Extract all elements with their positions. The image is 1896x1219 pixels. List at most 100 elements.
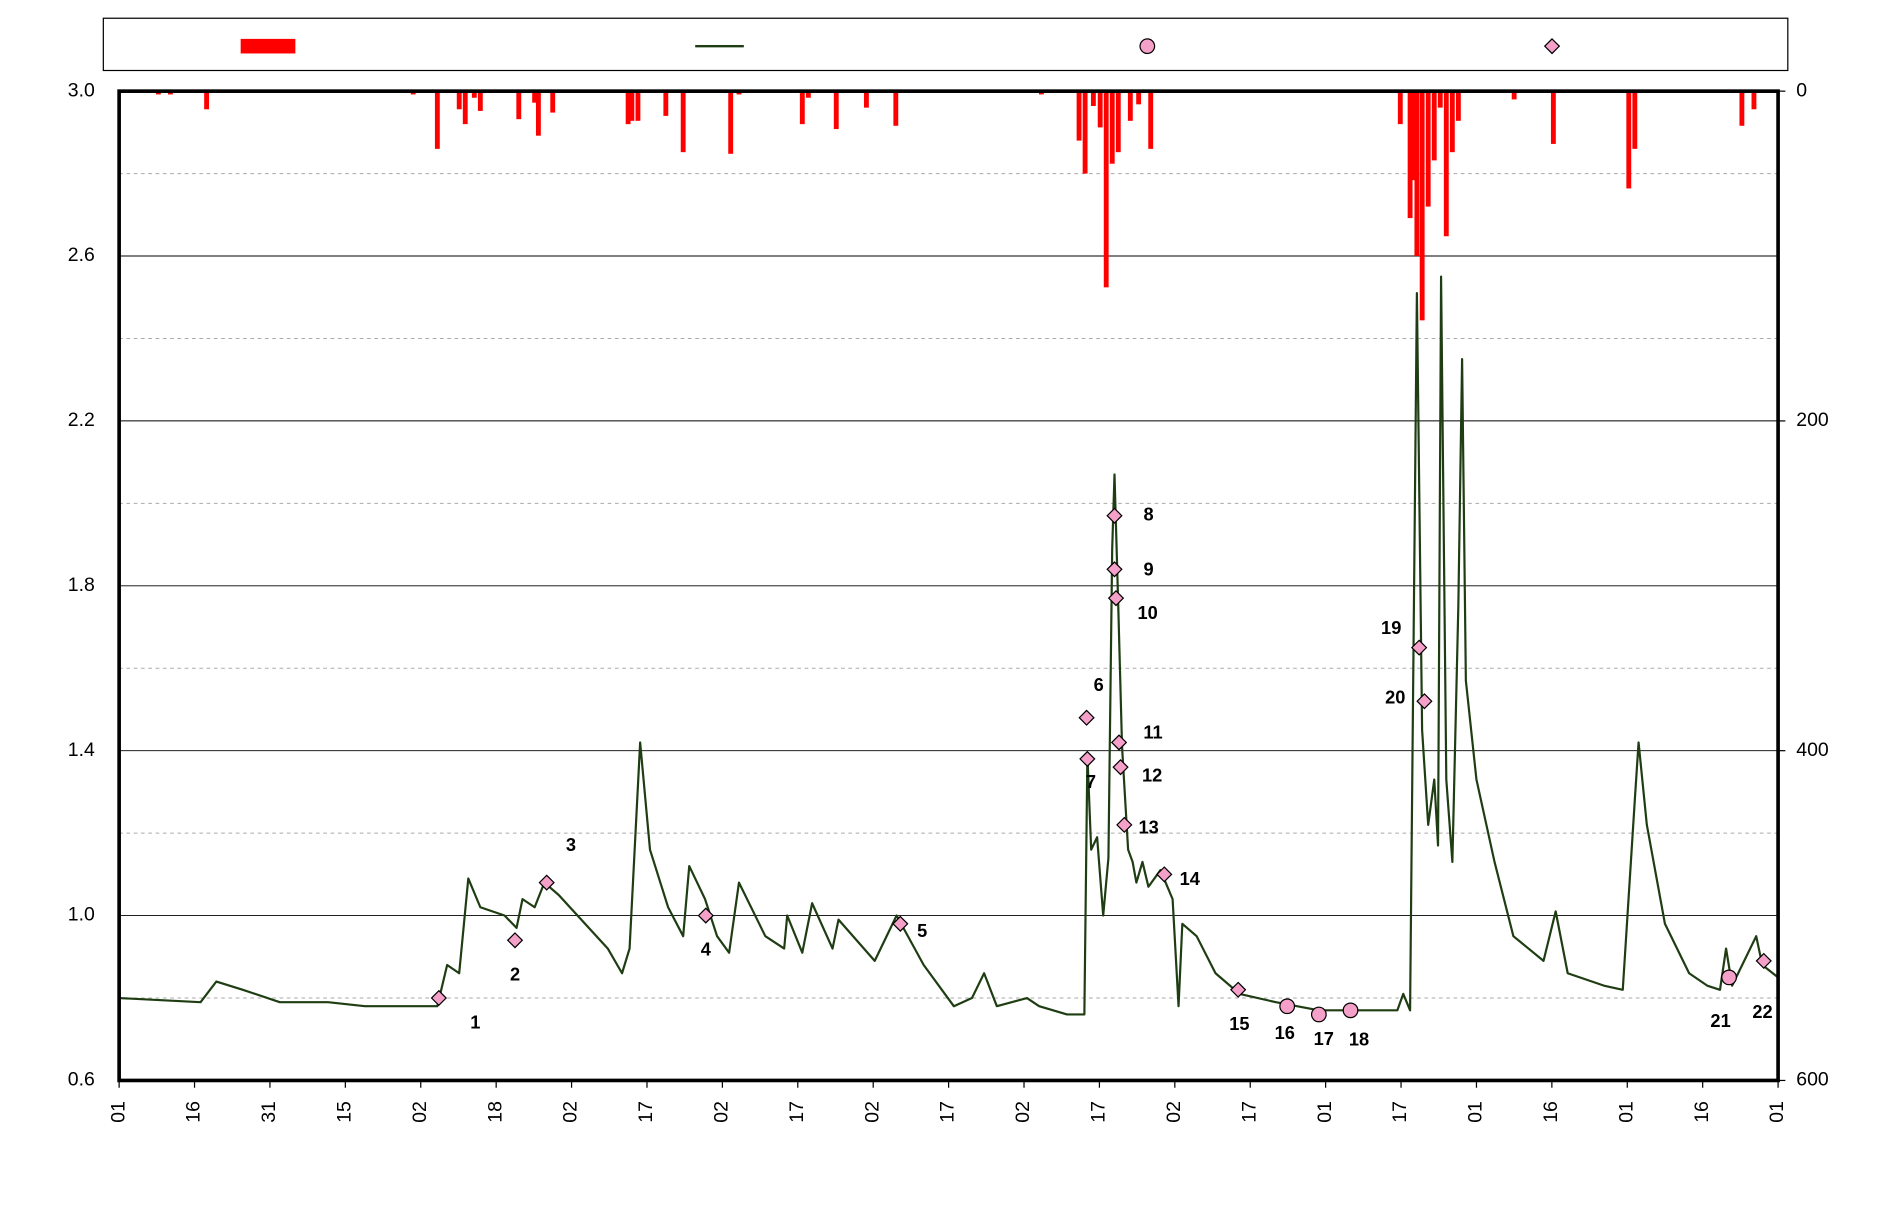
y-tick-label: 1.8 (68, 574, 95, 596)
rain-bar (1449, 91, 1455, 153)
x-tick-label: 02 (560, 1101, 582, 1123)
y2-tick-label: 600 (1796, 1069, 1829, 1091)
point-label: 13 (1138, 816, 1158, 837)
sample-diamond (1410, 639, 1428, 656)
x-tick-label: 01 (1314, 1101, 1336, 1123)
rain-bar (1109, 91, 1115, 164)
x-tick-label: 02 (861, 1101, 883, 1123)
rain-bar (550, 91, 556, 113)
legend-swatch-diamond (1543, 38, 1561, 55)
rain-bar (1082, 91, 1088, 174)
rain-bar (1443, 91, 1449, 237)
point-label: 20 (1385, 687, 1405, 708)
point-label: 18 (1349, 1029, 1369, 1050)
rain-bar (799, 91, 805, 125)
point-label: 22 (1752, 1001, 1772, 1022)
rain-bar (1148, 91, 1154, 149)
x-tick-label: 31 (258, 1101, 280, 1123)
x-tick-label: 01 (107, 1101, 129, 1123)
sample-diamond (1079, 750, 1096, 768)
sample-diamond (1416, 693, 1433, 710)
x-tick-label: 01 (1465, 1101, 1487, 1123)
rain-bar (1550, 91, 1556, 144)
point-label: 11 (1143, 722, 1162, 743)
sample-circle (1310, 1006, 1327, 1023)
point-label: 1 (470, 1011, 480, 1032)
legend-box (102, 17, 1789, 72)
rain-bar (629, 91, 635, 121)
rain-bar (635, 91, 641, 121)
point-label: 4 (701, 939, 712, 960)
rain-bar (1076, 91, 1082, 141)
x-tick-label: 16 (1540, 1101, 1562, 1123)
rain-bar (1437, 91, 1443, 108)
plot-frame (117, 89, 1780, 1083)
point-label: 17 (1314, 1028, 1334, 1049)
rain-bar (1407, 91, 1413, 219)
sample-diamond (1116, 816, 1133, 834)
rain-bar (1090, 91, 1096, 106)
point-label: 2 (510, 963, 520, 984)
legend-swatch-bar (240, 38, 296, 54)
sample-diamond (1755, 952, 1772, 970)
rain-bar (1632, 91, 1638, 149)
rain-bar (1455, 91, 1461, 121)
x-tick-label: 01 (1766, 1101, 1788, 1123)
x-tick-label: 17 (786, 1101, 808, 1123)
rain-bar (1127, 91, 1133, 121)
rain-bar (471, 91, 477, 98)
rain-bar (663, 91, 669, 116)
rain-bar (1097, 91, 1103, 128)
rain-bar (477, 91, 483, 111)
sample-diamond (892, 915, 909, 932)
rain-bar (1751, 91, 1757, 110)
rain-bar (434, 91, 440, 149)
rain-bar (1739, 91, 1745, 126)
x-tick-label: 02 (1012, 1101, 1034, 1123)
rain-bar (1136, 91, 1142, 105)
rain-bar (863, 91, 869, 108)
rain-bar (1103, 91, 1109, 288)
y-tick-label: 3.0 (68, 79, 95, 101)
point-label: 19 (1381, 617, 1401, 638)
rain-bar (204, 91, 210, 110)
rain-bar (728, 91, 734, 154)
point-label: 5 (917, 920, 927, 941)
rain-bar (1511, 91, 1517, 100)
point-label: 21 (1710, 1010, 1730, 1031)
sample-diamond (538, 874, 555, 891)
y-tick-label: 1.4 (68, 739, 95, 761)
rain-bar (680, 91, 686, 153)
sample-circle (1721, 969, 1737, 986)
point-label: 6 (1094, 674, 1104, 695)
sample-diamond (1106, 561, 1123, 578)
x-tick-label: 17 (635, 1101, 657, 1123)
flow-line (119, 275, 1779, 1016)
sample-diamond (1106, 507, 1123, 524)
x-tick-label: 02 (409, 1101, 431, 1123)
point-label: 3 (566, 834, 576, 855)
rain-bar (516, 91, 522, 120)
rain-bar (805, 91, 811, 98)
y2-tick-label: 200 (1796, 409, 1829, 431)
sample-circle (1342, 1002, 1359, 1019)
y-tick-label: 2.6 (68, 244, 95, 266)
x-tick-label: 18 (484, 1101, 506, 1123)
point-label: 9 (1143, 558, 1153, 579)
y-tick-label: 1.0 (68, 904, 95, 926)
sample-diamond (506, 932, 524, 949)
point-label: 8 (1143, 504, 1153, 525)
point-label: 10 (1137, 602, 1157, 623)
y-tick-label: 2.2 (68, 409, 95, 431)
point-label: 12 (1142, 765, 1162, 786)
sample-diamond (1156, 866, 1173, 883)
legend-swatch-circle (1139, 38, 1156, 55)
rain-bar (462, 91, 468, 125)
rain-bar (1115, 91, 1121, 153)
rain-bar (893, 91, 899, 126)
x-tick-label: 17 (1238, 1101, 1260, 1123)
